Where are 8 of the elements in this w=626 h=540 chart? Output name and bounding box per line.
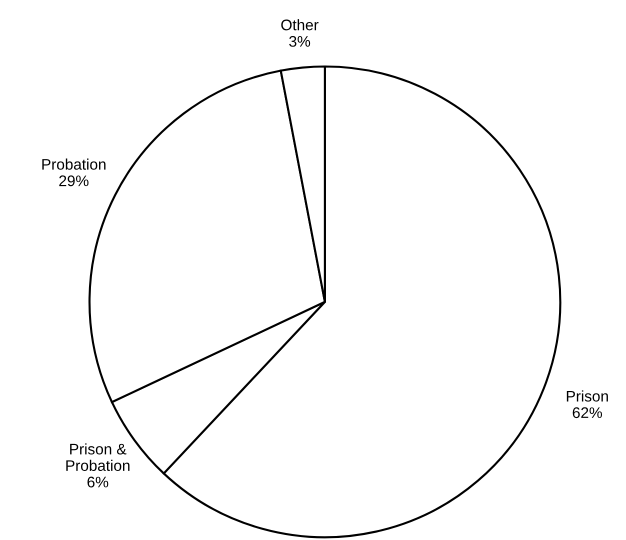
data-label: 6% [87,476,108,488]
data-label: 3% [289,36,310,47]
data-label: 29% [59,175,89,186]
slice-label: Prison [566,390,608,402]
slice-label: Other [281,19,318,30]
slice-label: Prison & Probation [66,443,130,471]
data-label: 62% [572,407,602,418]
slice-label: Probation [42,158,106,170]
